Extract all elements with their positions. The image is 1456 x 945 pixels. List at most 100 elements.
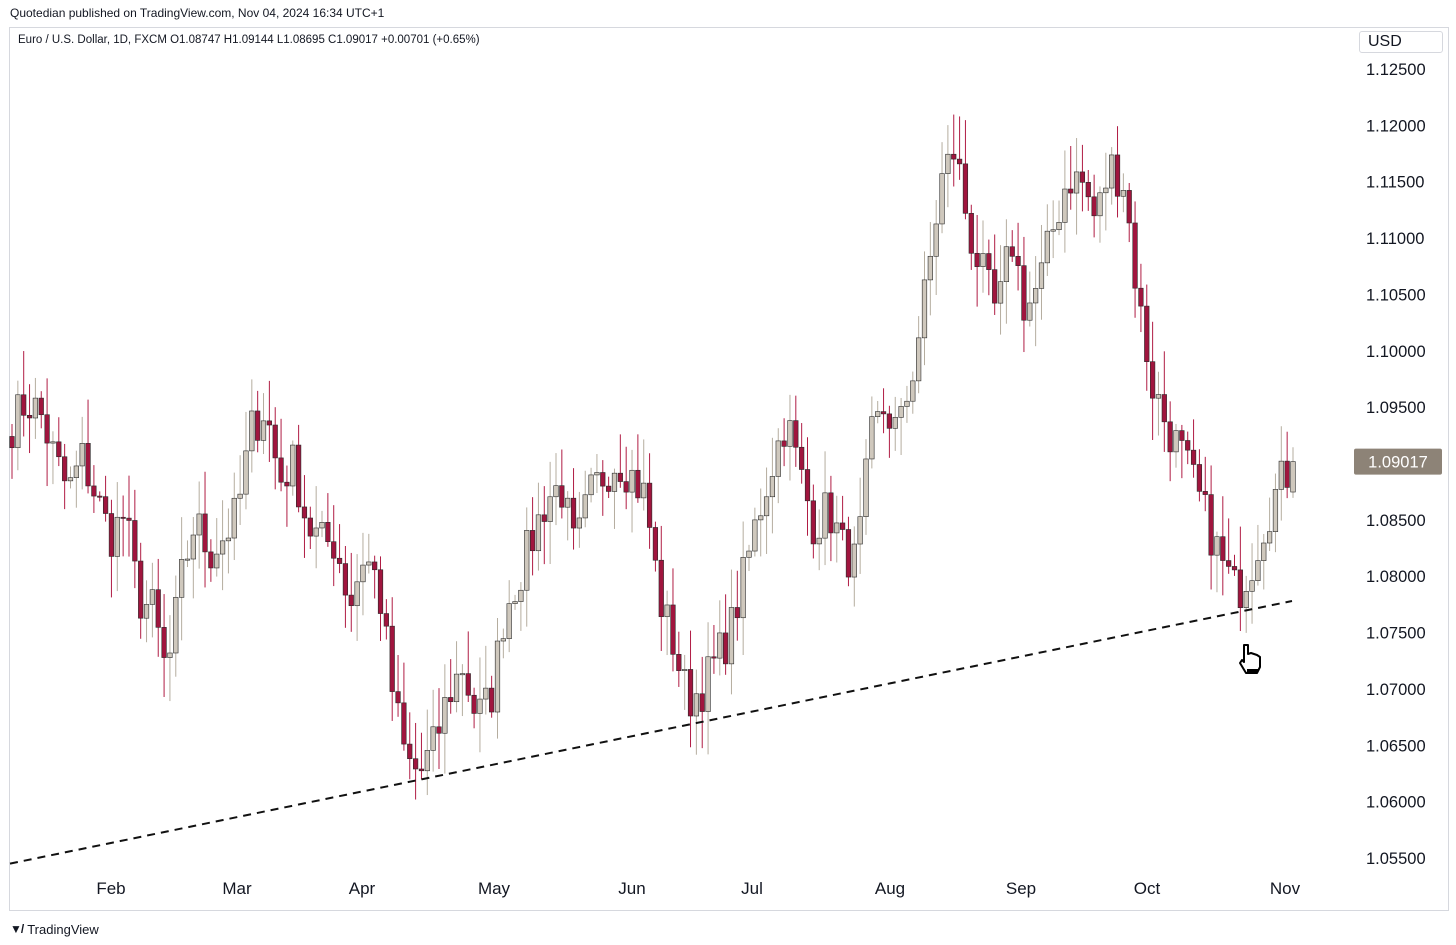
candle-down	[208, 551, 214, 569]
candle-down	[383, 613, 389, 627]
candle-up	[459, 673, 465, 676]
candle-down	[886, 413, 892, 429]
candle-down	[781, 440, 787, 447]
candle-down	[1208, 494, 1214, 556]
candle-up	[506, 603, 512, 639]
candle-down	[840, 522, 846, 530]
candle-up	[219, 540, 226, 555]
y-tick-label: 1.10000	[1366, 343, 1426, 361]
candle-down	[810, 500, 816, 545]
candle-up	[834, 522, 840, 534]
candle-down	[600, 472, 606, 487]
x-tick-label: Oct	[1134, 879, 1161, 898]
candle-down	[1085, 182, 1091, 198]
candle-down	[1114, 154, 1121, 197]
publisher-line: Quotedian published on TradingView.com, …	[10, 6, 385, 20]
candle-down	[880, 411, 887, 415]
candle-up	[980, 253, 986, 267]
candle-down	[529, 530, 536, 552]
candle-down	[1091, 196, 1097, 217]
candle-up	[553, 485, 559, 498]
candle-down	[652, 527, 659, 561]
candle-up	[173, 597, 179, 654]
candle-up	[863, 458, 869, 517]
x-tick-label: May	[478, 879, 511, 898]
candle-down	[436, 726, 442, 734]
candle-up	[693, 693, 699, 717]
candle-down	[723, 632, 729, 665]
candle-up	[1073, 171, 1080, 194]
candle-up	[1249, 580, 1255, 592]
candle-up	[237, 493, 243, 499]
candle-down	[1237, 569, 1243, 609]
candle-up	[565, 497, 571, 508]
candle-up	[547, 496, 553, 522]
y-tick-label: 1.10500	[1366, 286, 1426, 304]
candle-down	[1179, 430, 1185, 441]
candle-down	[395, 691, 401, 704]
candle-up	[1278, 460, 1284, 490]
candle-down	[687, 669, 694, 717]
candle-down	[331, 541, 337, 559]
candle-up	[787, 420, 793, 447]
candle-up	[32, 397, 38, 419]
candle-down	[296, 444, 302, 508]
candle-down	[38, 397, 44, 416]
y-tick-label: 1.05500	[1366, 850, 1426, 868]
candle-up	[588, 474, 594, 496]
footer-brand[interactable]: ▼/ TradingView	[10, 919, 99, 939]
candle-up	[1044, 230, 1050, 264]
candle-down	[348, 594, 354, 607]
candle-up	[576, 517, 582, 529]
candle-down	[1138, 287, 1144, 307]
candle-down	[336, 557, 343, 564]
candle-up	[1290, 461, 1296, 493]
candle-up	[249, 410, 255, 452]
currency-selector[interactable]: USD	[1359, 31, 1443, 53]
candle-down	[570, 497, 577, 529]
candle-up	[939, 173, 945, 225]
y-tick-label: 1.08500	[1366, 512, 1426, 530]
candle-up	[1255, 560, 1261, 581]
candle-down	[670, 604, 676, 655]
candle-up	[1050, 229, 1056, 232]
candle-down	[951, 153, 957, 160]
candle-up	[611, 472, 618, 492]
y-tick-label: 1.11500	[1366, 174, 1424, 192]
tradingview-logo-icon: ▼/	[10, 922, 24, 936]
x-tick-label: Aug	[875, 879, 905, 898]
candle-down	[62, 456, 68, 482]
candle-down	[974, 252, 980, 267]
candle-up	[167, 652, 173, 658]
trendline[interactable]	[9, 600, 1293, 865]
y-tick-label: 1.06000	[1366, 794, 1426, 812]
candle-down	[26, 414, 33, 419]
candle-up	[927, 255, 933, 281]
candle-down	[617, 472, 623, 482]
candle-up	[79, 443, 85, 467]
candle-up	[313, 527, 319, 537]
candle-down	[377, 569, 384, 614]
candle-up	[869, 416, 875, 460]
candle-up	[892, 417, 898, 429]
candle-up	[682, 669, 688, 671]
candle-down	[161, 627, 167, 658]
candle-down	[986, 253, 992, 270]
candle-down	[56, 441, 62, 458]
candle-down	[1021, 265, 1027, 321]
candle-up	[594, 472, 600, 476]
candle-down	[1009, 246, 1015, 257]
candle-down	[418, 768, 425, 772]
candle-up	[1097, 192, 1103, 217]
candle-up	[190, 534, 196, 560]
candle-down	[1126, 190, 1132, 224]
candle-down	[9, 436, 15, 449]
y-tick-label: 1.06500	[1366, 737, 1426, 755]
x-tick-label: Apr	[349, 879, 376, 898]
candle-down	[471, 694, 477, 714]
candle-up	[629, 469, 635, 493]
candle-up	[179, 559, 185, 598]
candle-up	[143, 604, 150, 619]
candle-up	[1214, 536, 1220, 556]
